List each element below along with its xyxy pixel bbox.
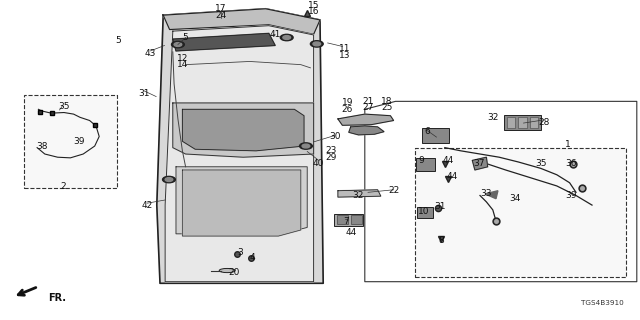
Bar [422,129,449,143]
Circle shape [313,42,321,46]
Bar [415,148,626,277]
Circle shape [172,41,184,48]
Bar [416,158,435,171]
Text: 28: 28 [538,117,550,127]
Text: 34: 34 [509,194,521,203]
Text: 44: 44 [345,228,356,237]
Polygon shape [176,167,307,234]
Circle shape [283,36,291,39]
Polygon shape [182,170,301,236]
Polygon shape [349,126,384,135]
Circle shape [174,43,182,46]
Polygon shape [173,33,275,51]
Bar [530,117,538,129]
Text: 22: 22 [388,186,399,195]
Polygon shape [485,191,498,199]
Text: 39: 39 [566,191,577,200]
Text: 2: 2 [60,182,65,191]
Text: 31: 31 [138,89,150,98]
Text: 35: 35 [58,102,70,111]
Text: 8: 8 [439,236,444,245]
Polygon shape [472,157,488,170]
Circle shape [280,34,293,41]
Bar [507,117,515,129]
Text: 23: 23 [326,146,337,155]
Text: 30: 30 [329,132,340,141]
Text: 4: 4 [250,253,255,262]
Text: 3: 3 [237,248,243,258]
Text: 10: 10 [418,207,429,216]
Text: 32: 32 [487,113,499,122]
Bar [24,95,117,188]
Ellipse shape [219,268,236,273]
Bar [351,215,362,224]
Bar [504,115,541,130]
Polygon shape [165,26,314,282]
Polygon shape [338,114,394,125]
Text: 19: 19 [342,99,353,108]
Text: 35: 35 [535,159,547,168]
Polygon shape [173,103,314,157]
Bar [334,214,363,226]
Circle shape [300,143,312,149]
Text: 5: 5 [116,36,121,45]
Text: 44: 44 [442,156,454,165]
Text: 17: 17 [215,4,227,13]
Text: 42: 42 [141,201,153,210]
Text: 40: 40 [313,159,324,168]
Text: 5: 5 [183,33,188,42]
Text: 43: 43 [145,49,156,58]
Text: 24: 24 [215,11,227,20]
Text: 7: 7 [343,217,348,226]
Text: 11: 11 [339,44,350,53]
Text: 13: 13 [339,51,350,60]
Text: 26: 26 [342,105,353,114]
Text: 29: 29 [326,153,337,162]
Bar [518,117,527,129]
Text: 25: 25 [381,103,393,112]
Text: 39: 39 [73,137,84,146]
Text: 1: 1 [565,140,570,149]
Bar [417,207,433,218]
Text: 31: 31 [435,202,446,211]
Text: 20: 20 [228,268,239,277]
Text: 15: 15 [308,1,319,10]
Polygon shape [163,9,320,34]
Text: 36: 36 [565,159,577,168]
Text: 14: 14 [177,60,188,69]
Text: 18: 18 [381,97,393,106]
Text: 9: 9 [419,156,424,165]
Text: 38: 38 [36,141,48,150]
Circle shape [165,178,173,181]
Bar [337,215,348,224]
Text: 16: 16 [308,7,319,16]
Text: 33: 33 [481,189,492,198]
Text: 41: 41 [269,30,281,39]
Text: TGS4B3910: TGS4B3910 [581,300,624,306]
Polygon shape [157,9,323,283]
Circle shape [163,176,175,183]
Text: 27: 27 [362,103,374,112]
Text: 37: 37 [473,159,484,168]
Text: FR.: FR. [48,293,66,303]
Polygon shape [338,190,381,197]
Polygon shape [182,109,304,151]
Circle shape [302,144,310,148]
Circle shape [310,41,323,47]
Text: 6: 6 [425,127,430,136]
Text: 44: 44 [446,172,458,181]
Text: 12: 12 [177,54,188,63]
Text: 21: 21 [362,97,374,106]
Text: 32: 32 [353,191,364,200]
